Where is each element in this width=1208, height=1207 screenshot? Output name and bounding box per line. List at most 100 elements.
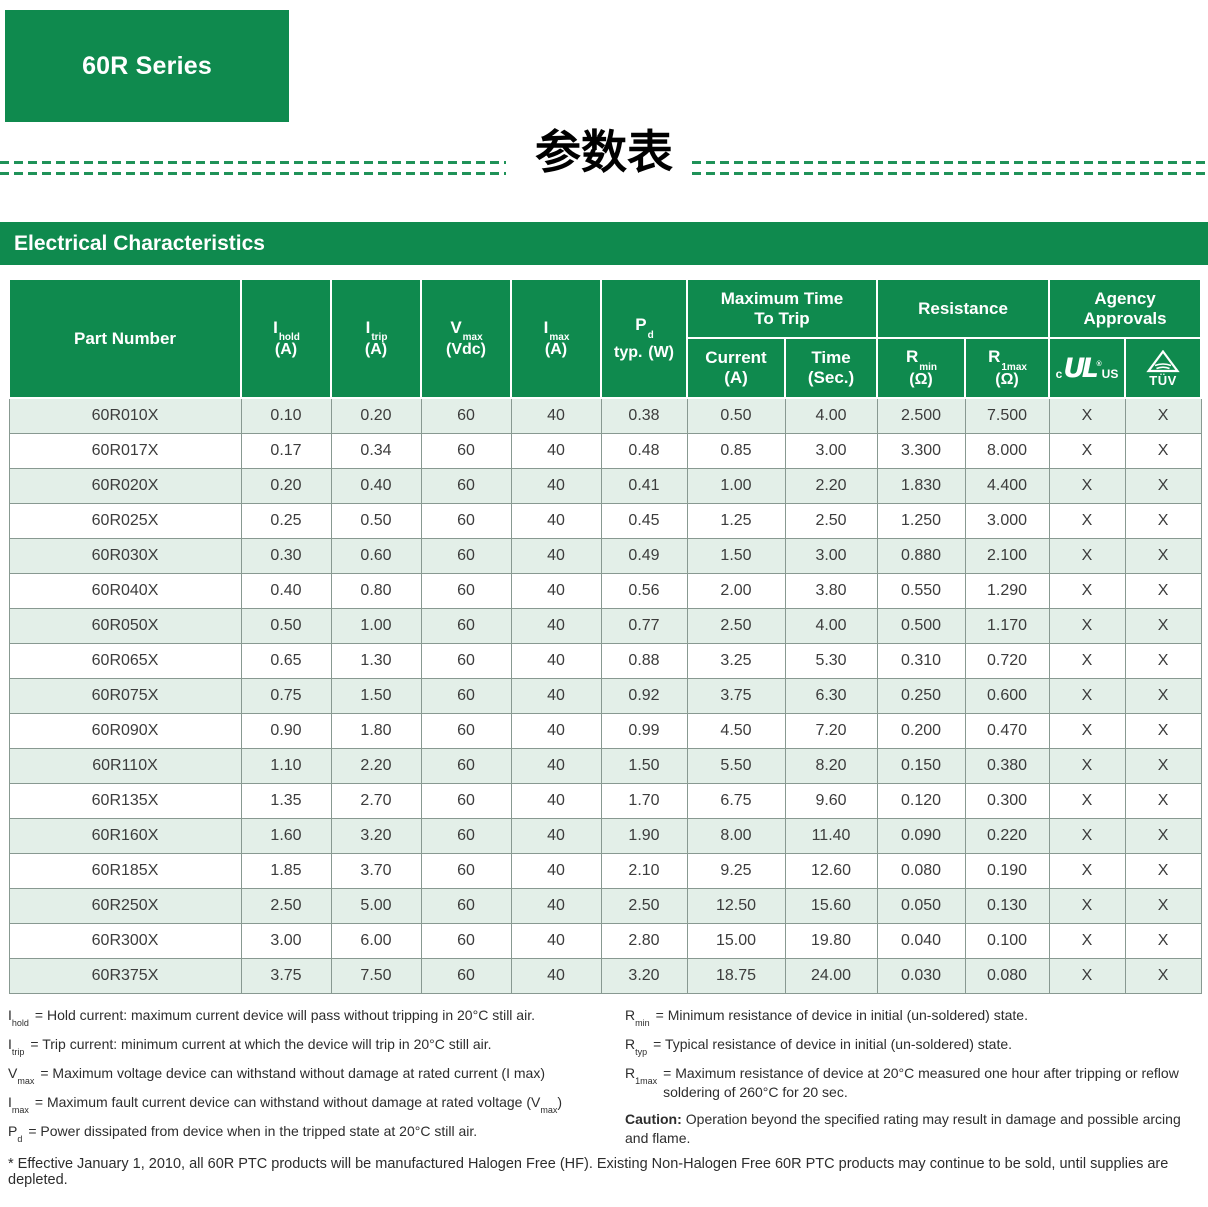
- halogen-free-note: * Effective January 1, 2010, all 60R PTC…: [8, 1156, 1169, 1188]
- value-cell: 1.85: [240, 852, 332, 889]
- value-cell: 2.100: [964, 537, 1050, 574]
- value-cell: 40: [510, 397, 602, 434]
- value-cell: 40: [510, 432, 602, 469]
- value-cell: 0.88: [600, 642, 688, 679]
- value-cell: X: [1048, 887, 1126, 924]
- value-cell: 0.500: [876, 607, 966, 644]
- footnote-line: R1max = Maximum resistance of device at 2…: [625, 1064, 1179, 1100]
- value-cell: 60: [420, 537, 512, 574]
- value-cell: 40: [510, 957, 602, 994]
- value-cell: 1.250: [876, 502, 966, 539]
- part-number-cell: 60R030X: [8, 537, 242, 574]
- value-cell: 4.00: [784, 397, 878, 434]
- value-cell: 4.50: [686, 712, 786, 749]
- value-cell: 60: [420, 957, 512, 994]
- footnote-line: Caution: Operation beyond the specified r…: [625, 1110, 1181, 1146]
- table-row: 60R110X 1.10 2.20 60 40 1.50 5.50 8.20 0.150 0.38…: [8, 747, 1202, 784]
- value-cell: 12.50: [686, 887, 786, 924]
- part-number-cell: 60R010X: [8, 397, 242, 434]
- value-cell: 2.50: [240, 887, 332, 924]
- value-cell: 15.60: [784, 887, 878, 924]
- table-row: 60R075X 0.75 1.50 60 40 0.92 3.75 6.30 0.250 0.60…: [8, 677, 1202, 714]
- footnote-line: Vmax = Maximum voltage device can withsta…: [8, 1064, 545, 1086]
- value-cell: 0.100: [964, 922, 1050, 959]
- value-cell: 0.50: [330, 502, 422, 539]
- value-cell: 40: [510, 887, 602, 924]
- value-cell: 1.25: [686, 502, 786, 539]
- value-cell: 3.75: [686, 677, 786, 714]
- dashed-rule-left-bottom: [0, 172, 506, 175]
- value-cell: 0.60: [330, 537, 422, 574]
- value-cell: 1.50: [686, 537, 786, 574]
- part-number-cell: 60R017X: [8, 432, 242, 469]
- value-cell: 40: [510, 572, 602, 609]
- footnotes-right: Rmin = Minimum resistance of device in in…: [625, 1006, 1203, 1155]
- value-cell: 0.17: [240, 432, 332, 469]
- part-number-cell: 60R075X: [8, 677, 242, 714]
- value-cell: 1.50: [600, 747, 688, 784]
- value-cell: 0.38: [600, 397, 688, 434]
- value-cell: X: [1048, 922, 1126, 959]
- value-cell: 0.85: [686, 432, 786, 469]
- value-cell: X: [1124, 397, 1202, 434]
- value-cell: X: [1124, 747, 1202, 784]
- part-number-cell: 60R185X: [8, 852, 242, 889]
- col-header-i-trip: Itrip (A): [330, 278, 422, 399]
- value-cell: X: [1124, 817, 1202, 854]
- col-header-r-1max: R1max (Ω): [964, 337, 1051, 399]
- ul-cus-mark-icon: c UL ® US: [1055, 352, 1119, 384]
- col-header-time: Time (Sec.): [783, 337, 879, 399]
- value-cell: 60: [420, 642, 512, 679]
- value-cell: X: [1124, 607, 1202, 644]
- value-cell: 0.65: [240, 642, 332, 679]
- value-cell: X: [1124, 677, 1202, 714]
- table-row: 60R030X 0.30 0.60 60 40 0.49 1.50 3.00 0.880 2.10…: [8, 537, 1202, 574]
- value-cell: 60: [420, 922, 512, 959]
- value-cell: X: [1048, 432, 1126, 469]
- value-cell: 0.77: [600, 607, 688, 644]
- value-cell: X: [1124, 572, 1202, 609]
- value-cell: 0.880: [876, 537, 966, 574]
- col-header-v-max: Vmax (Vdc): [420, 278, 512, 399]
- part-number-cell: 60R025X: [8, 502, 242, 539]
- value-cell: 7.50: [330, 957, 422, 994]
- table-row: 60R135X 1.35 2.70 60 40 1.70 6.75 9.60 0.120 0.30…: [8, 782, 1202, 819]
- value-cell: 0.99: [600, 712, 688, 749]
- value-cell: 0.080: [876, 852, 966, 889]
- value-cell: 40: [510, 537, 602, 574]
- value-cell: 60: [420, 502, 512, 539]
- value-cell: X: [1048, 467, 1126, 504]
- footnotes-left: Ihold = Hold current: maximum current dev…: [8, 1006, 620, 1151]
- value-cell: 0.92: [600, 677, 688, 714]
- table-row: 60R040X 0.40 0.80 60 40 0.56 2.00 3.80 0.550 1.29…: [8, 572, 1202, 609]
- value-cell: 3.000: [964, 502, 1050, 539]
- table-row: 60R017X 0.17 0.34 60 40 0.48 0.85 3.00 3.300 8.00…: [8, 432, 1202, 469]
- value-cell: 60: [420, 572, 512, 609]
- table-row: 60R010X 0.10 0.20 60 40 0.38 0.50 4.00 2.500 7.50…: [8, 397, 1202, 434]
- value-cell: 60: [420, 887, 512, 924]
- value-cell: 5.00: [330, 887, 422, 924]
- value-cell: 7.500: [964, 397, 1050, 434]
- value-cell: X: [1124, 887, 1202, 924]
- col-header-r-min: Rmin (Ω): [876, 337, 967, 399]
- value-cell: 3.80: [784, 572, 878, 609]
- footnote-line: Imax = Maximum fault current device can w…: [8, 1093, 563, 1115]
- value-cell: 0.600: [964, 677, 1050, 714]
- part-number-cell: 60R135X: [8, 782, 242, 819]
- page-title: 参数表: [535, 125, 673, 179]
- value-cell: 0.20: [240, 467, 332, 504]
- value-cell: 2.20: [784, 467, 878, 504]
- col-header-i-max: Imax (A): [510, 278, 602, 399]
- value-cell: 6.00: [330, 922, 422, 959]
- series-badge-label: 60R Series: [82, 51, 212, 80]
- value-cell: 40: [510, 467, 602, 504]
- part-number-cell: 60R020X: [8, 467, 242, 504]
- value-cell: X: [1124, 502, 1202, 539]
- tuv-mark-icon: TÜV: [1128, 349, 1198, 387]
- value-cell: 7.20: [784, 712, 878, 749]
- value-cell: 1.00: [330, 607, 422, 644]
- value-cell: X: [1048, 957, 1126, 994]
- value-cell: 3.300: [876, 432, 966, 469]
- col-header-current: Current (A): [686, 337, 786, 399]
- table-row: 60R025X 0.25 0.50 60 40 0.45 1.25 2.50 1.250 3.00…: [8, 502, 1202, 539]
